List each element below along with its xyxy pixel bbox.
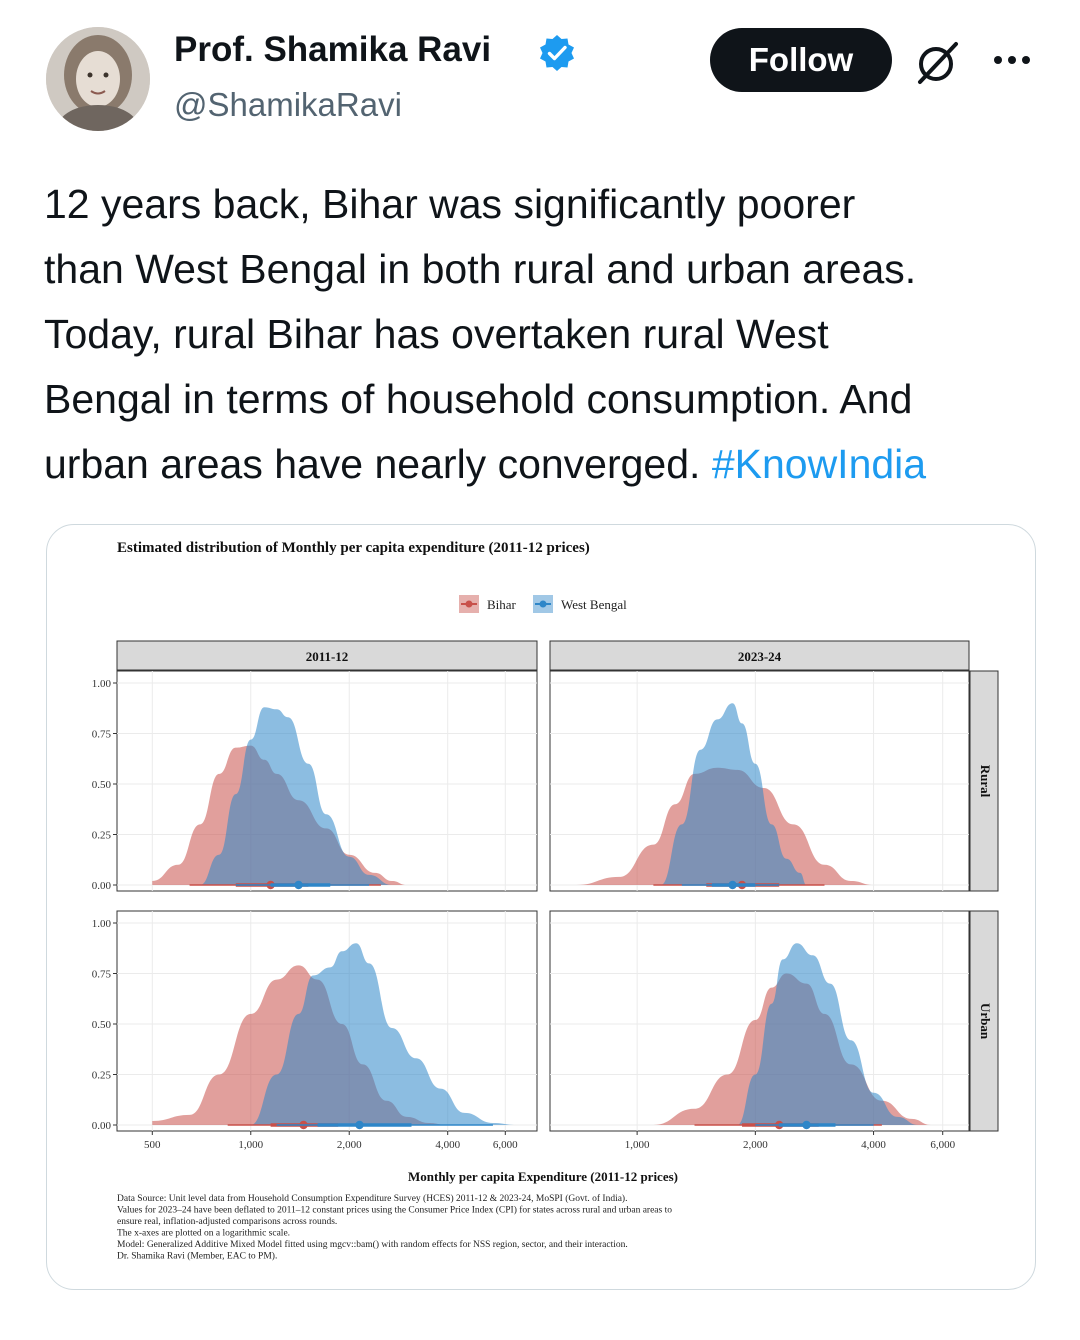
median-point bbox=[294, 880, 303, 890]
y-tick-label: 0.25 bbox=[92, 830, 112, 842]
density-area bbox=[661, 703, 807, 885]
handle[interactable]: @ShamikaRavi bbox=[174, 86, 402, 123]
x-axis-label: Monthly per capita Expenditure (2011-12 … bbox=[408, 1169, 678, 1184]
density-area bbox=[200, 707, 392, 885]
y-tick-label: 1.00 bbox=[92, 678, 112, 690]
tweet-line-last: urban areas have nearly converged. #Know… bbox=[44, 432, 1054, 497]
facet-strip-label: Urban bbox=[978, 1003, 993, 1040]
source-note: Model: Generalized Additive Mixed Model … bbox=[117, 1239, 628, 1250]
tweet-line: Bengal in terms of household consumption… bbox=[44, 376, 913, 422]
x-tick-label: 6,000 bbox=[493, 1139, 518, 1151]
verified-badge-icon bbox=[540, 35, 574, 71]
source-note: The x-axes are plotted on a logarithmic … bbox=[117, 1229, 290, 1239]
x-tick-label: 4,000 bbox=[861, 1139, 886, 1151]
legend-key-point bbox=[539, 600, 547, 608]
y-tick-label: 0.75 bbox=[92, 729, 112, 741]
x-tick-label: 500 bbox=[144, 1139, 161, 1151]
x-tick-label: 2,000 bbox=[743, 1139, 768, 1151]
legend-key-point bbox=[465, 600, 473, 608]
legend-label: Bihar bbox=[487, 597, 517, 612]
source-note: Values for 2023–24 have been deflated to… bbox=[117, 1205, 672, 1216]
y-tick-label: 0.75 bbox=[92, 969, 112, 981]
y-tick-label: 1.00 bbox=[92, 918, 112, 930]
y-tick-label: 0.25 bbox=[92, 1070, 112, 1082]
follow-button[interactable]: Follow bbox=[710, 28, 892, 92]
median-point bbox=[355, 1120, 364, 1130]
facet-strip bbox=[969, 670, 999, 892]
facet-strip bbox=[116, 640, 538, 671]
tweet-line: than West Bengal in both rural and urban… bbox=[44, 246, 917, 292]
source-note: Dr. Shamika Ravi (Member, EAC to PM). bbox=[117, 1251, 277, 1262]
avatar[interactable] bbox=[46, 27, 150, 131]
chart-title: Estimated distribution of Monthly per ca… bbox=[117, 540, 590, 556]
x-tick-label: 6,000 bbox=[930, 1139, 955, 1151]
facet-strip bbox=[549, 640, 970, 671]
facet-strip-label: Rural bbox=[978, 765, 993, 798]
x-tick-label: 4,000 bbox=[435, 1139, 460, 1151]
y-tick-label: 0.50 bbox=[92, 1019, 112, 1031]
tweet-line: 12 years back, Bihar was significantly p… bbox=[44, 181, 856, 227]
tweet-text: 12 years back, Bihar was significantly p… bbox=[44, 172, 1054, 497]
density-area bbox=[737, 943, 919, 1125]
media-image[interactable]: Estimated distribution of Monthly per ca… bbox=[46, 524, 1036, 1290]
source-note: ensure real, inflation-adjusted comparis… bbox=[117, 1216, 337, 1227]
y-tick-label: 0.00 bbox=[92, 880, 112, 892]
y-tick-label: 0.00 bbox=[92, 1120, 112, 1132]
median-point bbox=[728, 880, 737, 890]
avatar-portrait bbox=[46, 27, 150, 131]
x-tick-label: 1,000 bbox=[238, 1139, 263, 1151]
x-tick-label: 2,000 bbox=[337, 1139, 362, 1151]
legend-label: West Bengal bbox=[561, 597, 627, 612]
source-note: Data Source: Unit level data from Househ… bbox=[117, 1193, 627, 1204]
more-icon[interactable] bbox=[990, 50, 1034, 70]
facet-strip bbox=[969, 910, 999, 1132]
x-tick-label: 1,000 bbox=[625, 1139, 650, 1151]
tweet-line: urban areas have nearly converged. bbox=[44, 441, 712, 487]
display-name[interactable]: Prof. Shamika Ravi bbox=[174, 30, 492, 69]
density-area bbox=[250, 943, 517, 1125]
grok-icon[interactable] bbox=[912, 36, 964, 88]
chart-figure: Estimated distribution of Monthly per ca… bbox=[92, 540, 999, 1262]
facet-strip-label: 2011-12 bbox=[306, 649, 349, 664]
tweet-line: Today, rural Bihar has overtaken rural W… bbox=[44, 311, 829, 357]
facet-strip-label: 2023-24 bbox=[738, 649, 782, 664]
median-point bbox=[802, 1120, 811, 1130]
hashtag-link[interactable]: #KnowIndia bbox=[711, 441, 927, 487]
y-tick-label: 0.50 bbox=[92, 779, 112, 791]
